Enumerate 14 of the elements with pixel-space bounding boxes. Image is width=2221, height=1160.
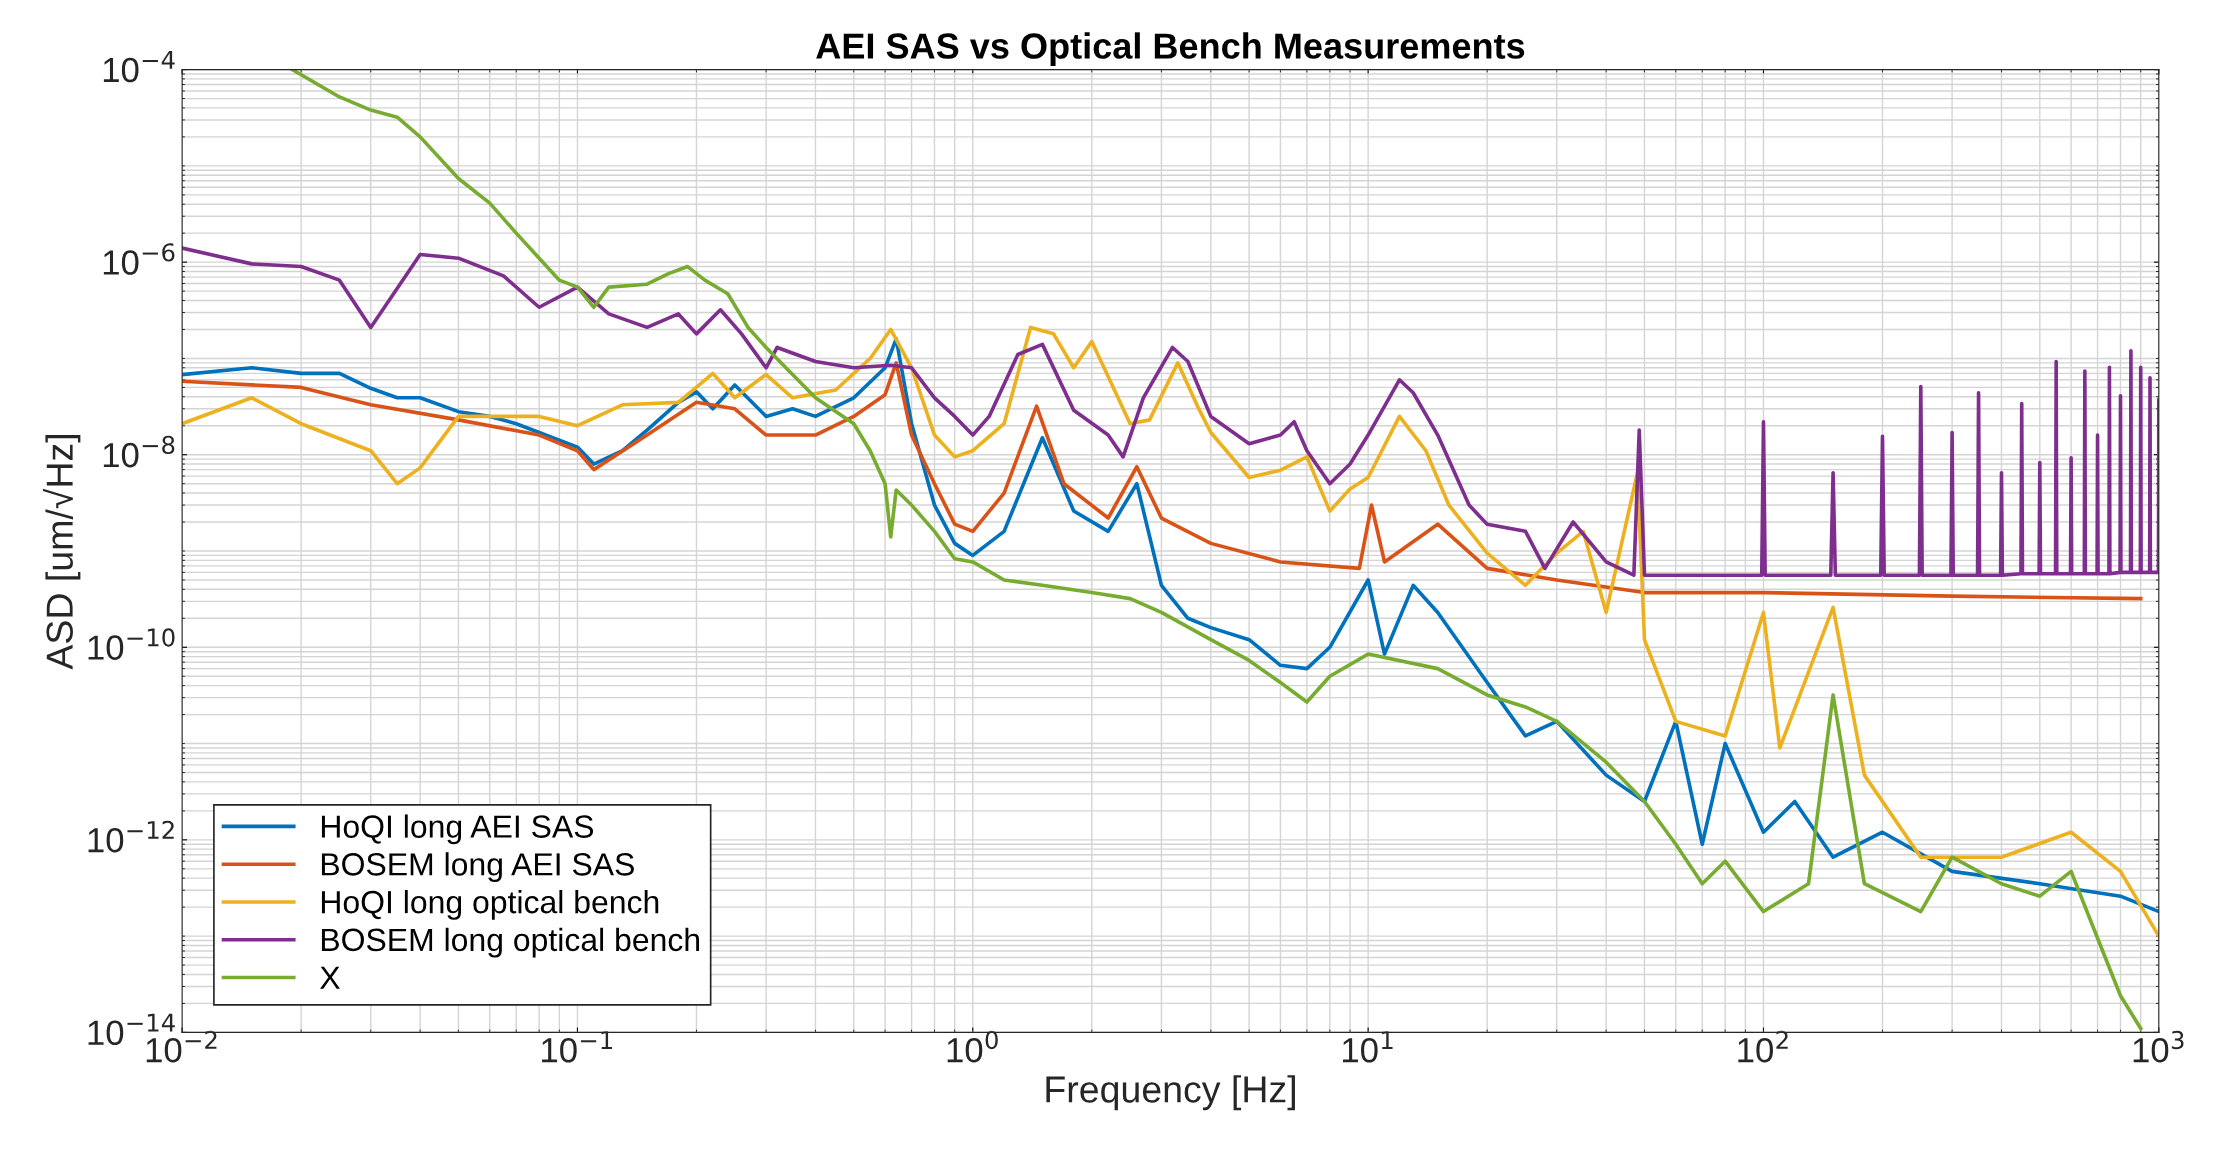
- y-tick-label: 10$^{−4}$: [103, 50, 175, 83]
- y-tick-label: 10$^{−12}$: [88, 820, 174, 853]
- legend-label: HoQI long AEI SAS: [321, 814, 594, 845]
- legend-label: BOSEM long optical bench: [321, 927, 700, 958]
- legend-label: X: [320, 966, 340, 989]
- y-tick-label: 10$^{−6}$: [103, 243, 175, 275]
- x-axis-title: Frequency [Hz]: [1046, 1075, 1295, 1111]
- y-tick-label: 10$^{−8}$: [103, 435, 175, 468]
- y-axis-title: ASD [um/√Hz]: [42, 435, 81, 670]
- x-tick-label: 10$^{3}$: [2133, 1030, 2184, 1063]
- chart-title: AEI SAS vs Optical Bench Measurements: [816, 32, 1525, 66]
- legend-label: HoQI long optical bench: [321, 889, 659, 920]
- legend-label: BOSEM long AEI SAS: [321, 852, 634, 882]
- y-tick-label: 10$^{−10}$: [88, 628, 175, 660]
